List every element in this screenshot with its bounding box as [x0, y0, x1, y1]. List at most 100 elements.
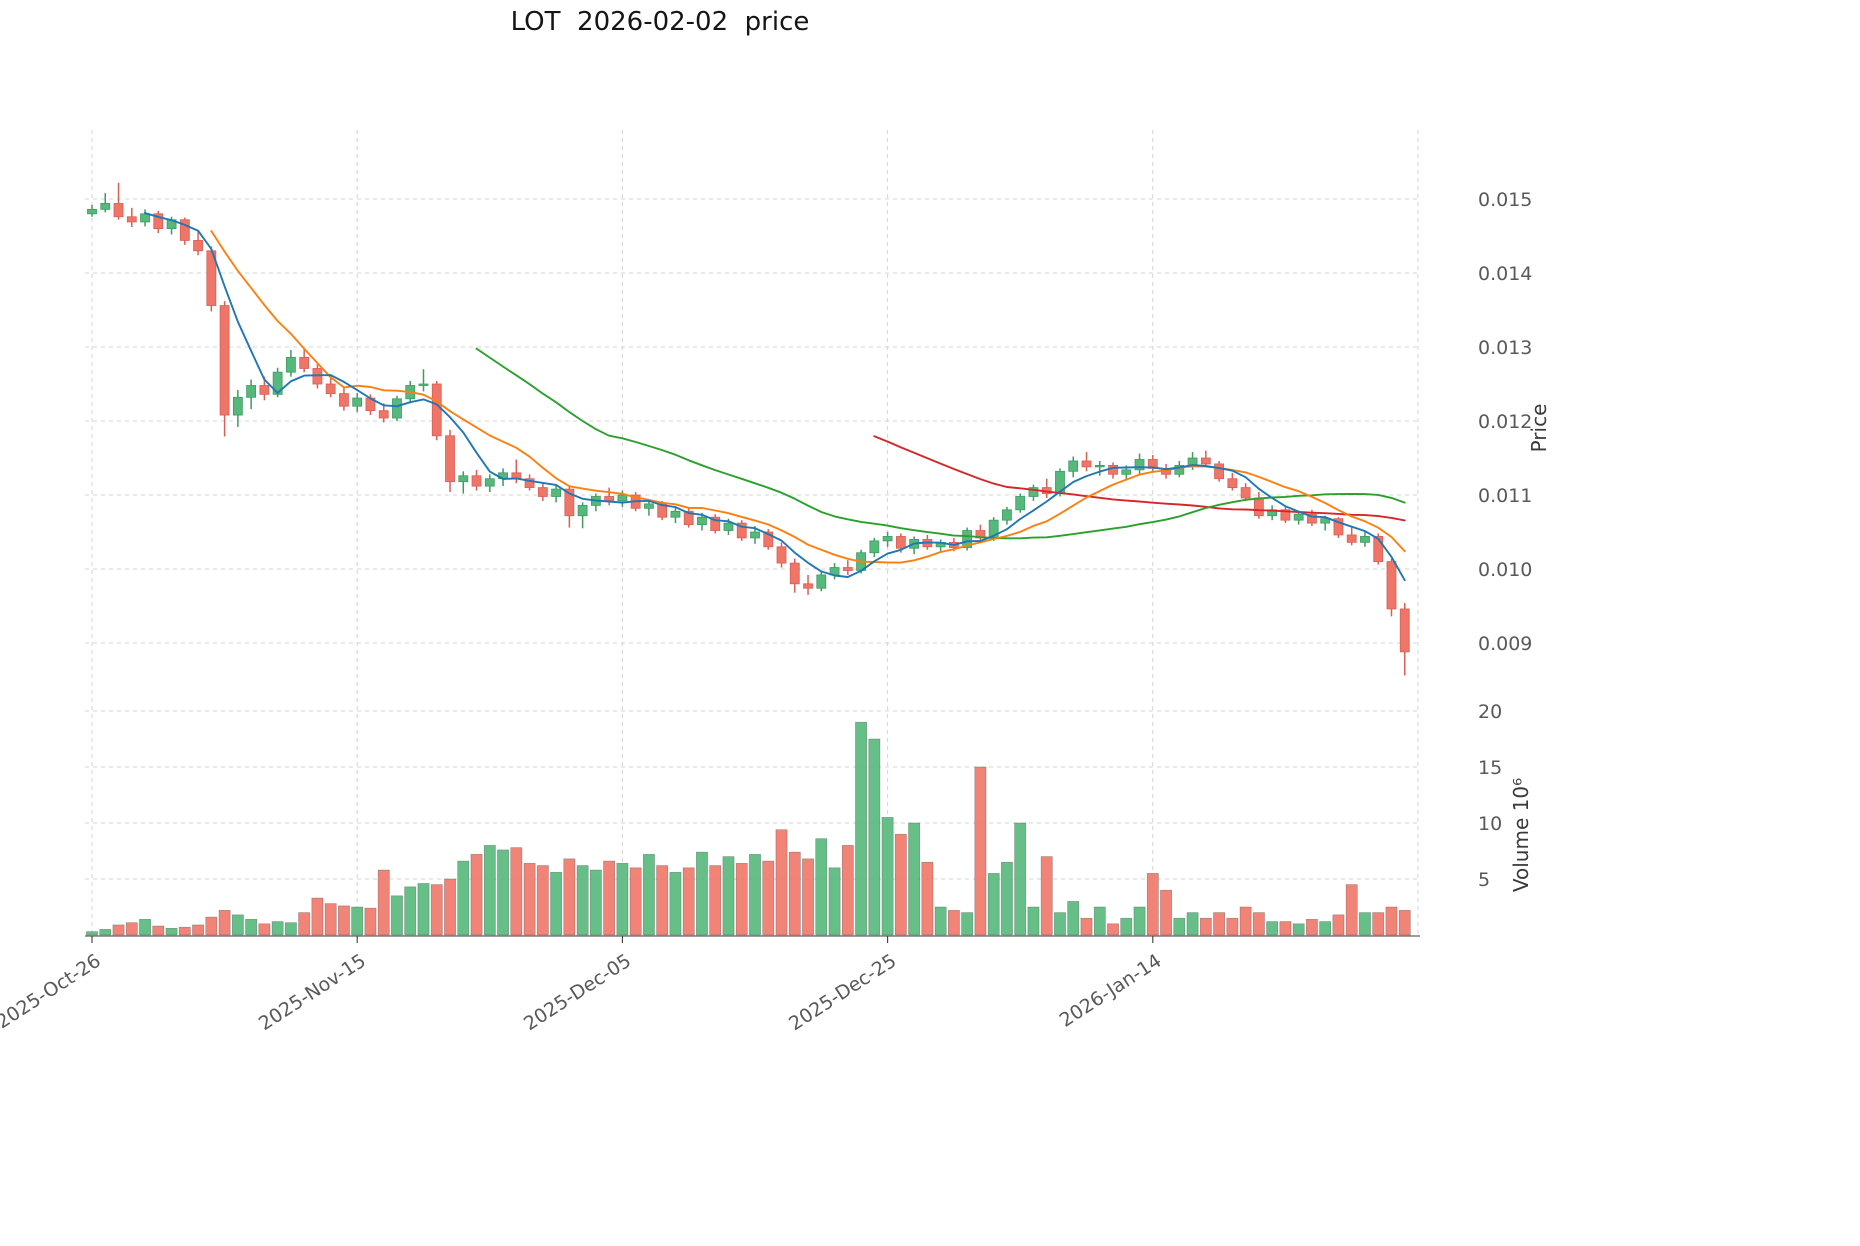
price-tick-label: 0.010 [1478, 559, 1532, 581]
volume-bar [1372, 912, 1385, 936]
candle-body [232, 396, 243, 416]
candle-body [723, 522, 734, 531]
volume-tick-label: 20 [1478, 701, 1502, 723]
volume-bar [1292, 923, 1305, 936]
volume-bar [643, 854, 655, 936]
candle-body [87, 208, 97, 215]
price-tick-label: 0.011 [1478, 485, 1532, 507]
candle-body [1386, 561, 1397, 610]
ma5-line [144, 212, 1406, 582]
volume-bar [868, 738, 881, 936]
volume-bar [682, 867, 695, 936]
candle-body [484, 478, 495, 487]
volume-bar [855, 721, 867, 936]
volume-bar [125, 922, 138, 936]
volume-bar [894, 833, 907, 936]
candle-body [1015, 496, 1026, 511]
volume-bar [497, 849, 509, 936]
volume-bar [1226, 917, 1239, 936]
candle-body [272, 371, 283, 395]
volume-bar [192, 924, 204, 936]
volume-bar [178, 926, 191, 936]
volume-bar [669, 871, 682, 936]
volume-bar [457, 860, 470, 936]
candle-body [299, 356, 310, 369]
candle-body [551, 488, 561, 497]
candle-body [445, 435, 455, 483]
volume-bar [377, 869, 390, 936]
volume-bar [629, 867, 642, 936]
price-tick-label: 0.009 [1478, 633, 1532, 655]
volume-bar [788, 851, 801, 936]
volume-bar [709, 865, 722, 936]
volume-bar [987, 873, 1000, 936]
volume-bar [921, 861, 934, 936]
volume-bar [338, 905, 350, 936]
volume-bar [470, 854, 483, 936]
volume-bar [1239, 906, 1252, 936]
volume-bar [1306, 919, 1318, 936]
volume-bar [1107, 923, 1119, 936]
volume-bar [324, 903, 337, 936]
volume-tick-label: 15 [1478, 757, 1502, 779]
candle-body [1094, 464, 1105, 468]
candle-body [803, 583, 813, 589]
volume-bar [364, 907, 377, 936]
volume-bar [1080, 917, 1093, 936]
candle-body [617, 494, 628, 502]
volume-bar [696, 851, 708, 936]
volume-bar [603, 860, 616, 936]
volume-bar [828, 867, 841, 936]
candle-body [789, 562, 800, 585]
candle-body [1200, 457, 1211, 465]
volume-bar [908, 822, 921, 936]
volume-bar [1054, 912, 1066, 936]
candle-body [1081, 460, 1092, 468]
volume-bar [152, 925, 165, 936]
candle-body [418, 383, 429, 386]
candle-body [471, 475, 482, 487]
volume-bar [1385, 906, 1398, 936]
volume-bar [1359, 912, 1371, 936]
candle-body [140, 213, 150, 223]
volume-bar [974, 766, 987, 936]
volume-bar [231, 914, 244, 936]
volume-bar [1014, 822, 1027, 936]
volume-axis-label: Volume 10⁶ [1509, 778, 1533, 892]
candle-body [736, 522, 747, 539]
volume-bar [722, 856, 735, 936]
volume-bar [112, 924, 125, 936]
price-tick-label: 0.012 [1478, 411, 1532, 433]
candle-body [710, 516, 721, 531]
chart-title: LOT 2026-02-02 price [511, 7, 810, 37]
candle-body [1134, 459, 1145, 471]
volume-bar [1093, 906, 1106, 936]
volume-bar [735, 863, 748, 936]
volume-bar [802, 858, 814, 936]
volume-bar [1040, 856, 1053, 936]
volume-bar [1146, 873, 1159, 936]
volume-bar [139, 919, 151, 936]
candle-body [285, 356, 296, 373]
candle-body [657, 503, 668, 518]
volume-bar [1027, 906, 1040, 936]
volume-bar [536, 865, 549, 936]
candle-body [153, 213, 164, 230]
candle-body [895, 536, 906, 549]
volume-bar [1319, 921, 1332, 936]
candle-body [816, 574, 827, 589]
volume-bar [616, 863, 629, 936]
candle-body [1293, 513, 1304, 521]
candle-body [1240, 487, 1251, 499]
volume-bar [391, 895, 403, 936]
candle-body [246, 385, 257, 398]
candle-body [1214, 463, 1224, 480]
candle-body [697, 516, 707, 526]
candle-body [683, 510, 694, 525]
candle-body [193, 240, 203, 252]
candle-body [1399, 608, 1410, 653]
candle-body [1068, 460, 1079, 472]
volume-bar [576, 865, 589, 936]
